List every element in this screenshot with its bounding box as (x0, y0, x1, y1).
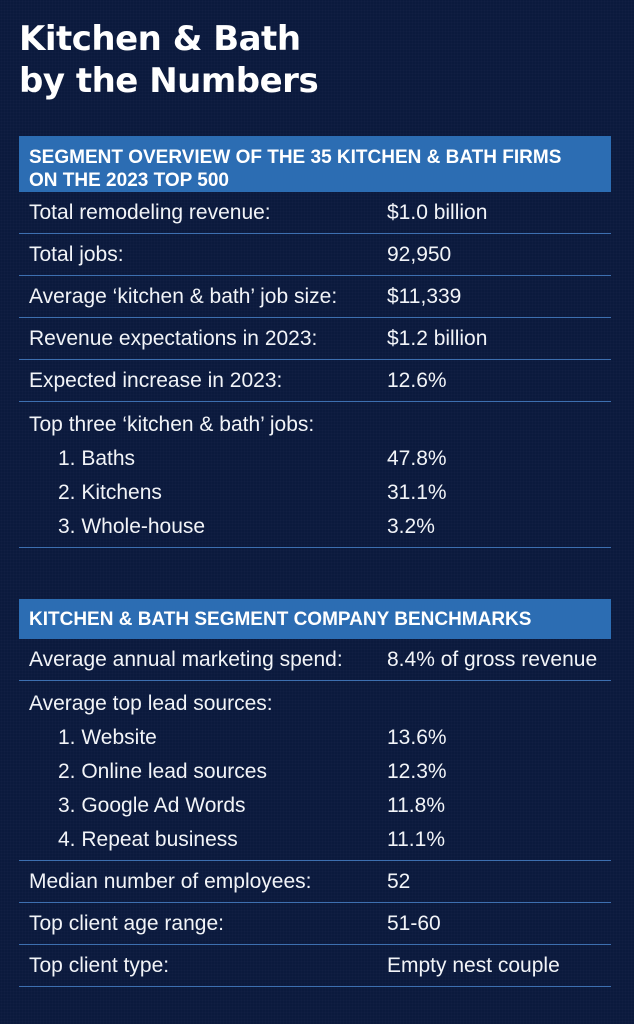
row-label: Top client age range: (29, 911, 224, 935)
row-label: Average ‘kitchen & bath’ job size: (29, 284, 338, 308)
lead-sources-group: Average top lead sources: 1. Website 13.… (19, 681, 611, 861)
row-value: $1.0 billion (387, 200, 488, 224)
item-value: 12.3% (387, 760, 447, 783)
page-title: Kitchen & Bath by the Numbers (19, 18, 319, 102)
table-row: Expected increase in 2023: 12.6% (19, 360, 611, 402)
row-label: Total jobs: (29, 242, 124, 266)
list-item: 2. Kitchens 31.1% (19, 478, 447, 512)
row-label: Expected increase in 2023: (29, 368, 283, 392)
item-value: 47.8% (387, 447, 447, 470)
row-value: $1.2 billion (387, 326, 488, 350)
item-value: 11.8% (387, 794, 445, 817)
company-benchmarks-section: KITCHEN & BATH SEGMENT COMPANY BENCHMARK… (19, 599, 611, 987)
section-header: KITCHEN & BATH SEGMENT COMPANY BENCHMARK… (19, 599, 611, 639)
list-item: 1. Website 13.6% (19, 723, 447, 757)
item-value: 3.2% (387, 515, 435, 538)
top-jobs-group: Top three ‘kitchen & bath’ jobs: 1. Bath… (19, 402, 611, 548)
table-row: Median number of employees: 52 (19, 861, 611, 903)
row-label: Top client type: (29, 953, 170, 977)
table-row: Average ‘kitchen & bath’ job size: $11,3… (19, 276, 611, 318)
list-item: 3. Whole-house 3.2% (19, 512, 435, 546)
row-value: 12.6% (387, 368, 447, 392)
group-label: Top three ‘kitchen & bath’ jobs: (29, 413, 315, 436)
row-value: 8.4% of gross revenue (387, 647, 598, 671)
list-item: 1. Baths 47.8% (19, 444, 447, 478)
table-row: Total remodeling revenue: $1.0 billion (19, 192, 611, 234)
item-label: 2. Kitchens (58, 481, 162, 504)
group-label: Average top lead sources: (29, 692, 273, 715)
item-label: 2. Online lead sources (58, 760, 267, 783)
row-label: Total remodeling revenue: (29, 200, 271, 224)
list-item: 2. Online lead sources 12.3% (19, 757, 447, 791)
list-item: 4. Repeat business 11.1% (19, 825, 445, 859)
item-value: 11.1% (387, 828, 445, 851)
item-label: 1. Baths (58, 447, 136, 470)
segment-overview-section: SEGMENT OVERVIEW OF THE 35 KITCHEN & BAT… (19, 136, 611, 548)
item-value: 13.6% (387, 726, 447, 749)
table-row: Revenue expectations in 2023: $1.2 billi… (19, 318, 611, 360)
row-value: 51-60 (387, 911, 441, 935)
table-row: Average annual marketing spend: 8.4% of … (19, 639, 611, 681)
row-value: $11,339 (387, 284, 462, 308)
section-header-line-1: SEGMENT OVERVIEW OF THE 35 KITCHEN & BAT… (29, 147, 562, 168)
table-row: Total jobs: 92,950 (19, 234, 611, 276)
row-label: Median number of employees: (29, 869, 312, 893)
list-item: 3. Google Ad Words 11.8% (19, 791, 445, 825)
row-value: Empty nest couple (387, 953, 560, 977)
row-value: 92,950 (387, 242, 452, 266)
section-header-line-2: ON THE 2023 TOP 500 (29, 170, 229, 191)
row-label: Revenue expectations in 2023: (29, 326, 318, 350)
row-label: Average annual marketing spend: (29, 647, 343, 671)
table-row: Top client type: Empty nest couple (19, 945, 611, 987)
item-value: 31.1% (387, 481, 447, 504)
item-label: 1. Website (58, 726, 157, 749)
item-label: 4. Repeat business (58, 828, 238, 851)
row-value: 52 (387, 869, 411, 893)
title-line-2: by the Numbers (19, 61, 319, 101)
item-label: 3. Whole-house (58, 515, 206, 538)
table-row: Top client age range: 51-60 (19, 903, 611, 945)
item-label: 3. Google Ad Words (58, 794, 246, 817)
title-line-1: Kitchen & Bath (19, 19, 301, 59)
section-header: SEGMENT OVERVIEW OF THE 35 KITCHEN & BAT… (19, 136, 611, 192)
section-header-line-1: KITCHEN & BATH SEGMENT COMPANY BENCHMARK… (29, 609, 532, 630)
